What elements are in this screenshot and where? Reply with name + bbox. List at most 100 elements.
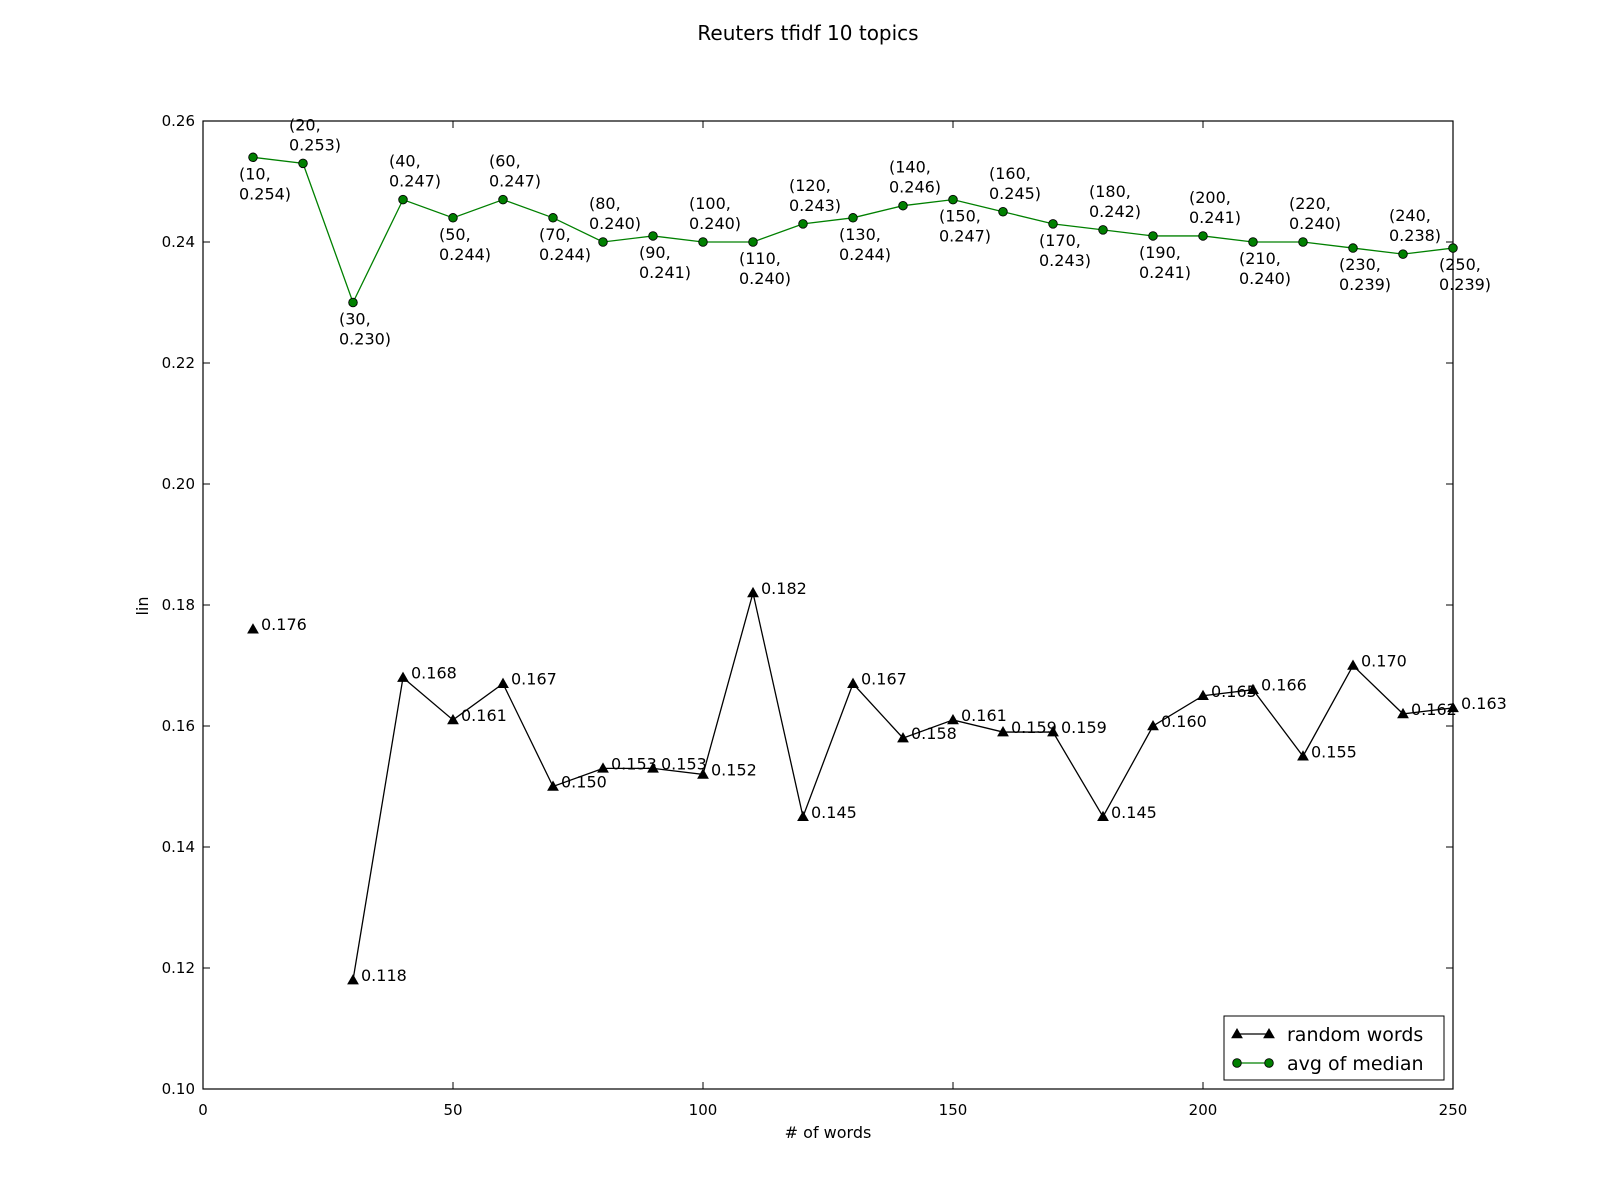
point-avg-of-median xyxy=(1298,237,1308,247)
data-label-avg-of-median: (150, 0.247) xyxy=(939,207,991,246)
data-label-random-words: 0.155 xyxy=(1311,742,1357,761)
data-label-line: 0.244) xyxy=(839,245,891,264)
legend-label: random words xyxy=(1287,1024,1423,1046)
legend-marker xyxy=(1232,1058,1242,1068)
data-label-line: 0.247) xyxy=(389,172,441,191)
data-label-random-words: 0.158 xyxy=(911,724,957,743)
data-label-avg-of-median: (210, 0.240) xyxy=(1239,249,1291,288)
data-label-avg-of-median: (80, 0.240) xyxy=(589,194,641,233)
data-label-line: 0.245) xyxy=(989,184,1041,203)
legend-marker xyxy=(1263,1027,1275,1039)
data-label-avg-of-median: (110, 0.240) xyxy=(739,249,791,288)
y-tick-label: 0.12 xyxy=(162,959,195,977)
point-random-words xyxy=(597,762,609,773)
x-tick-label: 50 xyxy=(443,1101,462,1119)
data-label-avg-of-median: (70, 0.244) xyxy=(539,225,591,264)
chart-title: Reuters tfidf 10 topics xyxy=(697,21,918,45)
point-random-words xyxy=(397,671,409,682)
point-avg-of-median xyxy=(798,219,808,229)
data-label-line: (30, xyxy=(339,310,371,329)
y-tick-label: 0.20 xyxy=(162,475,195,493)
data-label-line: (170, xyxy=(1039,231,1081,250)
x-tick-label: 250 xyxy=(1439,1101,1468,1119)
data-label-random-words: 0.153 xyxy=(661,754,707,773)
point-random-words xyxy=(497,677,509,688)
point-avg-of-median xyxy=(648,231,658,241)
point-random-words xyxy=(547,780,559,791)
data-label-avg-of-median: (140, 0.246) xyxy=(889,158,941,197)
legend-label: avg of median xyxy=(1287,1053,1424,1075)
point-avg-of-median xyxy=(748,237,758,247)
data-label-line: 0.244) xyxy=(439,245,491,264)
point-random-words xyxy=(1097,810,1109,822)
data-label-line: (160, xyxy=(989,164,1031,183)
point-avg-of-median xyxy=(998,206,1008,217)
data-label-random-words: 0.166 xyxy=(1261,676,1307,695)
data-label-line: 0.238) xyxy=(1389,226,1441,245)
data-label-line: 0.240) xyxy=(1239,269,1291,288)
data-label-avg-of-median: (100, 0.240) xyxy=(689,194,741,233)
point-avg-of-median xyxy=(1348,243,1358,253)
data-label-line: 0.239) xyxy=(1439,275,1491,294)
series-layer xyxy=(247,152,1459,985)
data-label-line: (100, xyxy=(689,194,731,213)
data-label-avg-of-median: (170, 0.243) xyxy=(1039,231,1091,270)
point-avg-of-median xyxy=(1098,225,1108,235)
data-label-line: 0.242) xyxy=(1089,202,1141,221)
data-label-random-words: 0.153 xyxy=(611,754,657,773)
y-tick-label: 0.22 xyxy=(162,354,195,372)
point-avg-of-median xyxy=(1198,231,1208,241)
data-label-line: (200, xyxy=(1189,188,1231,207)
data-label-random-words: 0.161 xyxy=(461,706,507,725)
data-label-line: 0.243) xyxy=(1039,251,1091,270)
data-label-avg-of-median: (120, 0.243) xyxy=(789,176,841,215)
point-avg-of-median xyxy=(548,213,558,223)
point-random-words xyxy=(1297,750,1309,761)
data-label-line: 0.241) xyxy=(639,263,691,282)
data-label-random-words: 0.161 xyxy=(961,706,1007,725)
data-label-avg-of-median: (90, 0.241) xyxy=(639,243,691,282)
point-avg-of-median xyxy=(1448,243,1458,253)
point-random-words xyxy=(347,974,359,985)
point-random-words xyxy=(1447,701,1459,713)
point-random-words xyxy=(1347,659,1359,670)
legend: random words avg of median xyxy=(1223,1015,1445,1081)
data-label-line: (20, xyxy=(289,115,321,134)
data-label-line: (40, xyxy=(389,152,421,171)
data-label-line: 0.240) xyxy=(1289,214,1341,233)
data-label-random-words: 0.159 xyxy=(1011,718,1057,737)
point-avg-of-median xyxy=(398,194,408,205)
x-tick-label: 100 xyxy=(689,1101,718,1119)
data-label-avg-of-median: (130, 0.244) xyxy=(839,225,891,264)
data-label-random-words: 0.167 xyxy=(861,670,907,689)
data-label-random-words: 0.118 xyxy=(361,966,407,985)
data-label-line: (180, xyxy=(1089,182,1131,201)
data-label-line: (70, xyxy=(539,225,571,244)
point-avg-of-median xyxy=(948,194,958,205)
point-avg-of-median xyxy=(898,200,908,211)
data-label-random-words: 0.168 xyxy=(411,664,457,683)
point-avg-of-median xyxy=(848,213,858,223)
data-label-line: 0.240) xyxy=(589,214,641,233)
data-label-line: (60, xyxy=(489,152,521,171)
data-label-random-words: 0.167 xyxy=(511,670,557,689)
point-avg-of-median xyxy=(1248,237,1258,247)
data-label-random-words: 0.152 xyxy=(711,760,757,779)
data-label-line: (240, xyxy=(1389,206,1431,225)
y-tick-label: 0.10 xyxy=(162,1080,195,1098)
data-label-line: (110, xyxy=(739,249,781,268)
legend-marker xyxy=(1231,1027,1243,1039)
data-label-avg-of-median: (200, 0.241) xyxy=(1189,188,1241,227)
point-random-words xyxy=(1047,726,1059,737)
data-label-random-words: 0.145 xyxy=(1111,803,1157,822)
data-label-avg-of-median: (30, 0.230) xyxy=(339,310,391,349)
series-line-random-words xyxy=(352,592,1454,981)
point-avg-of-median xyxy=(298,158,308,169)
data-label-avg-of-median: (10, 0.254) xyxy=(239,164,291,203)
x-tick-label: 0 xyxy=(198,1101,208,1119)
point-random-words xyxy=(947,713,959,725)
data-label-avg-of-median: (190, 0.241) xyxy=(1139,243,1191,282)
data-label-avg-of-median: (220, 0.240) xyxy=(1289,194,1341,233)
point-random-words xyxy=(447,713,459,725)
